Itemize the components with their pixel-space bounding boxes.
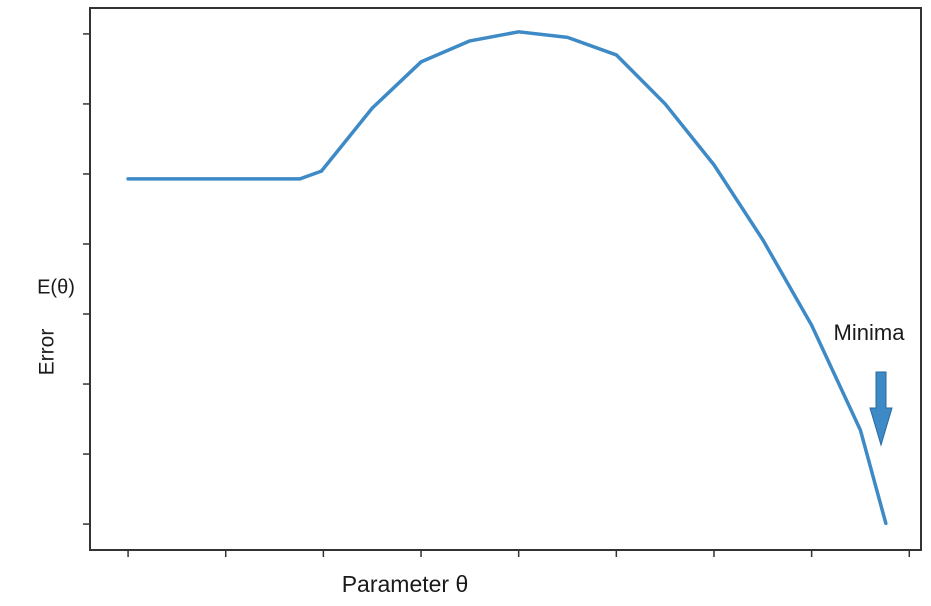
y-axis-label: Error xyxy=(36,329,59,376)
annotation: Minima xyxy=(834,320,906,345)
plot-frame xyxy=(89,7,922,551)
arrow xyxy=(869,371,893,447)
line xyxy=(126,30,888,526)
x-axis-label: Parameter θ xyxy=(342,571,469,597)
annotation: E(θ) xyxy=(37,276,75,298)
